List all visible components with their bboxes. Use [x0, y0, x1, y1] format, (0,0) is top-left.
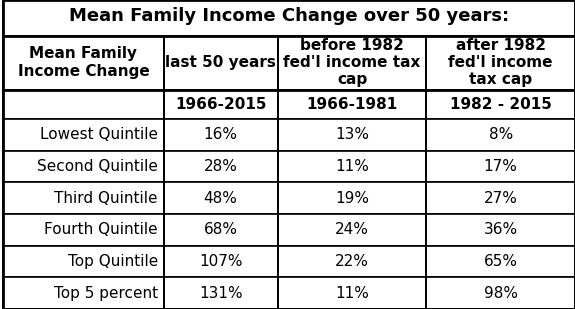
Text: Top Quintile: Top Quintile — [67, 254, 158, 269]
Text: 19%: 19% — [335, 191, 369, 206]
Text: 17%: 17% — [484, 159, 518, 174]
Text: 11%: 11% — [335, 159, 369, 174]
Text: 28%: 28% — [204, 159, 237, 174]
Text: 8%: 8% — [489, 127, 513, 142]
Text: 48%: 48% — [204, 191, 237, 206]
Text: 1966-2015: 1966-2015 — [175, 97, 266, 112]
Text: 131%: 131% — [199, 286, 243, 301]
Text: 107%: 107% — [199, 254, 243, 269]
Text: Lowest Quintile: Lowest Quintile — [40, 127, 158, 142]
Text: 1982 - 2015: 1982 - 2015 — [450, 97, 551, 112]
Text: Mean Family
Income Change: Mean Family Income Change — [18, 46, 150, 79]
Bar — [427, 90, 575, 119]
Text: 16%: 16% — [204, 127, 237, 142]
Text: Second Quintile: Second Quintile — [37, 159, 158, 174]
Bar — [3, 90, 163, 119]
Text: after 1982
fed'l income
tax cap: after 1982 fed'l income tax cap — [448, 38, 553, 87]
Text: 65%: 65% — [484, 254, 518, 269]
Text: Top 5 percent: Top 5 percent — [53, 286, 158, 301]
Text: 13%: 13% — [335, 127, 369, 142]
Bar — [278, 90, 427, 119]
Text: 27%: 27% — [484, 191, 518, 206]
Text: Mean Family Income Change over 50 years:: Mean Family Income Change over 50 years: — [69, 7, 509, 25]
Text: Fourth Quintile: Fourth Quintile — [44, 222, 158, 237]
Text: 98%: 98% — [484, 286, 518, 301]
Text: last 50 years: last 50 years — [165, 55, 276, 70]
Text: before 1982
fed'l income tax
cap: before 1982 fed'l income tax cap — [283, 38, 421, 87]
Text: 1966-1981: 1966-1981 — [306, 97, 398, 112]
Bar — [163, 90, 278, 119]
Text: 68%: 68% — [204, 222, 237, 237]
Text: Third Quintile: Third Quintile — [54, 191, 158, 206]
Text: 24%: 24% — [335, 222, 369, 237]
Text: 36%: 36% — [484, 222, 518, 237]
Text: 11%: 11% — [335, 286, 369, 301]
Text: 22%: 22% — [335, 254, 369, 269]
